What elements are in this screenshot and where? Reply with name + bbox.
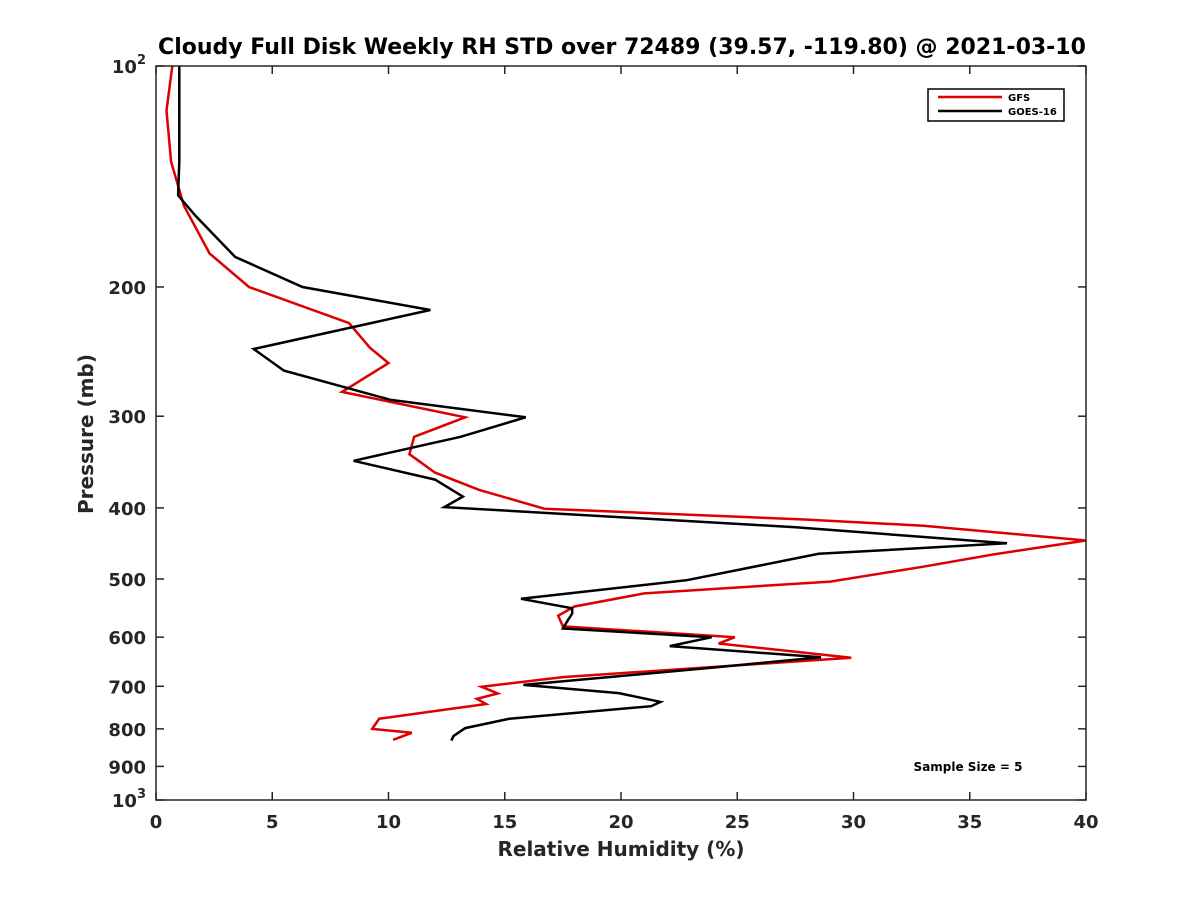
y-tick-label: 600 bbox=[108, 628, 146, 649]
legend-box bbox=[927, 88, 1065, 122]
chart-title: Cloudy Full Disk Weekly RH STD over 7248… bbox=[158, 35, 1086, 60]
x-tick-label: 20 bbox=[608, 812, 633, 833]
legend: GFS GOES-16 bbox=[927, 88, 1065, 122]
y-tick-label: 500 bbox=[108, 570, 146, 591]
legend-label-goes16: GOES-16 bbox=[1008, 107, 1057, 118]
y-axis: 102 200 300 400 500 600 700 800 900 103 bbox=[108, 53, 1086, 812]
y-tick-label: 400 bbox=[108, 499, 146, 520]
x-tick-label: 25 bbox=[725, 812, 750, 833]
y-tick-label: 102 bbox=[112, 53, 146, 78]
y-tick-label: 900 bbox=[108, 757, 146, 778]
x-tick-label: 10 bbox=[376, 812, 401, 833]
x-tick-label: 30 bbox=[841, 812, 866, 833]
y-axis-label: Pressure (mb) bbox=[74, 354, 98, 514]
y-tick-label: 800 bbox=[108, 720, 146, 741]
y-tick-label: 300 bbox=[108, 407, 146, 428]
y-tick-label: 103 bbox=[112, 787, 146, 812]
x-tick-label: 15 bbox=[492, 812, 517, 833]
x-tick-label: 40 bbox=[1073, 812, 1098, 833]
legend-label-gfs: GFS bbox=[1008, 93, 1030, 104]
series-layer bbox=[165, 65, 1087, 742]
x-axis: 0 5 10 15 20 25 30 35 40 bbox=[150, 66, 1099, 833]
y-tick-label: 200 bbox=[108, 278, 146, 299]
x-tick-label: 35 bbox=[957, 812, 982, 833]
y-tick-label: 700 bbox=[108, 677, 146, 698]
series-line-goes16 bbox=[176, 66, 1008, 742]
sample-size-annotation: Sample Size = 5 bbox=[914, 760, 1023, 774]
x-tick-label: 5 bbox=[266, 812, 279, 833]
x-axis-label: Relative Humidity (%) bbox=[497, 837, 744, 861]
x-tick-label: 0 bbox=[150, 812, 163, 833]
